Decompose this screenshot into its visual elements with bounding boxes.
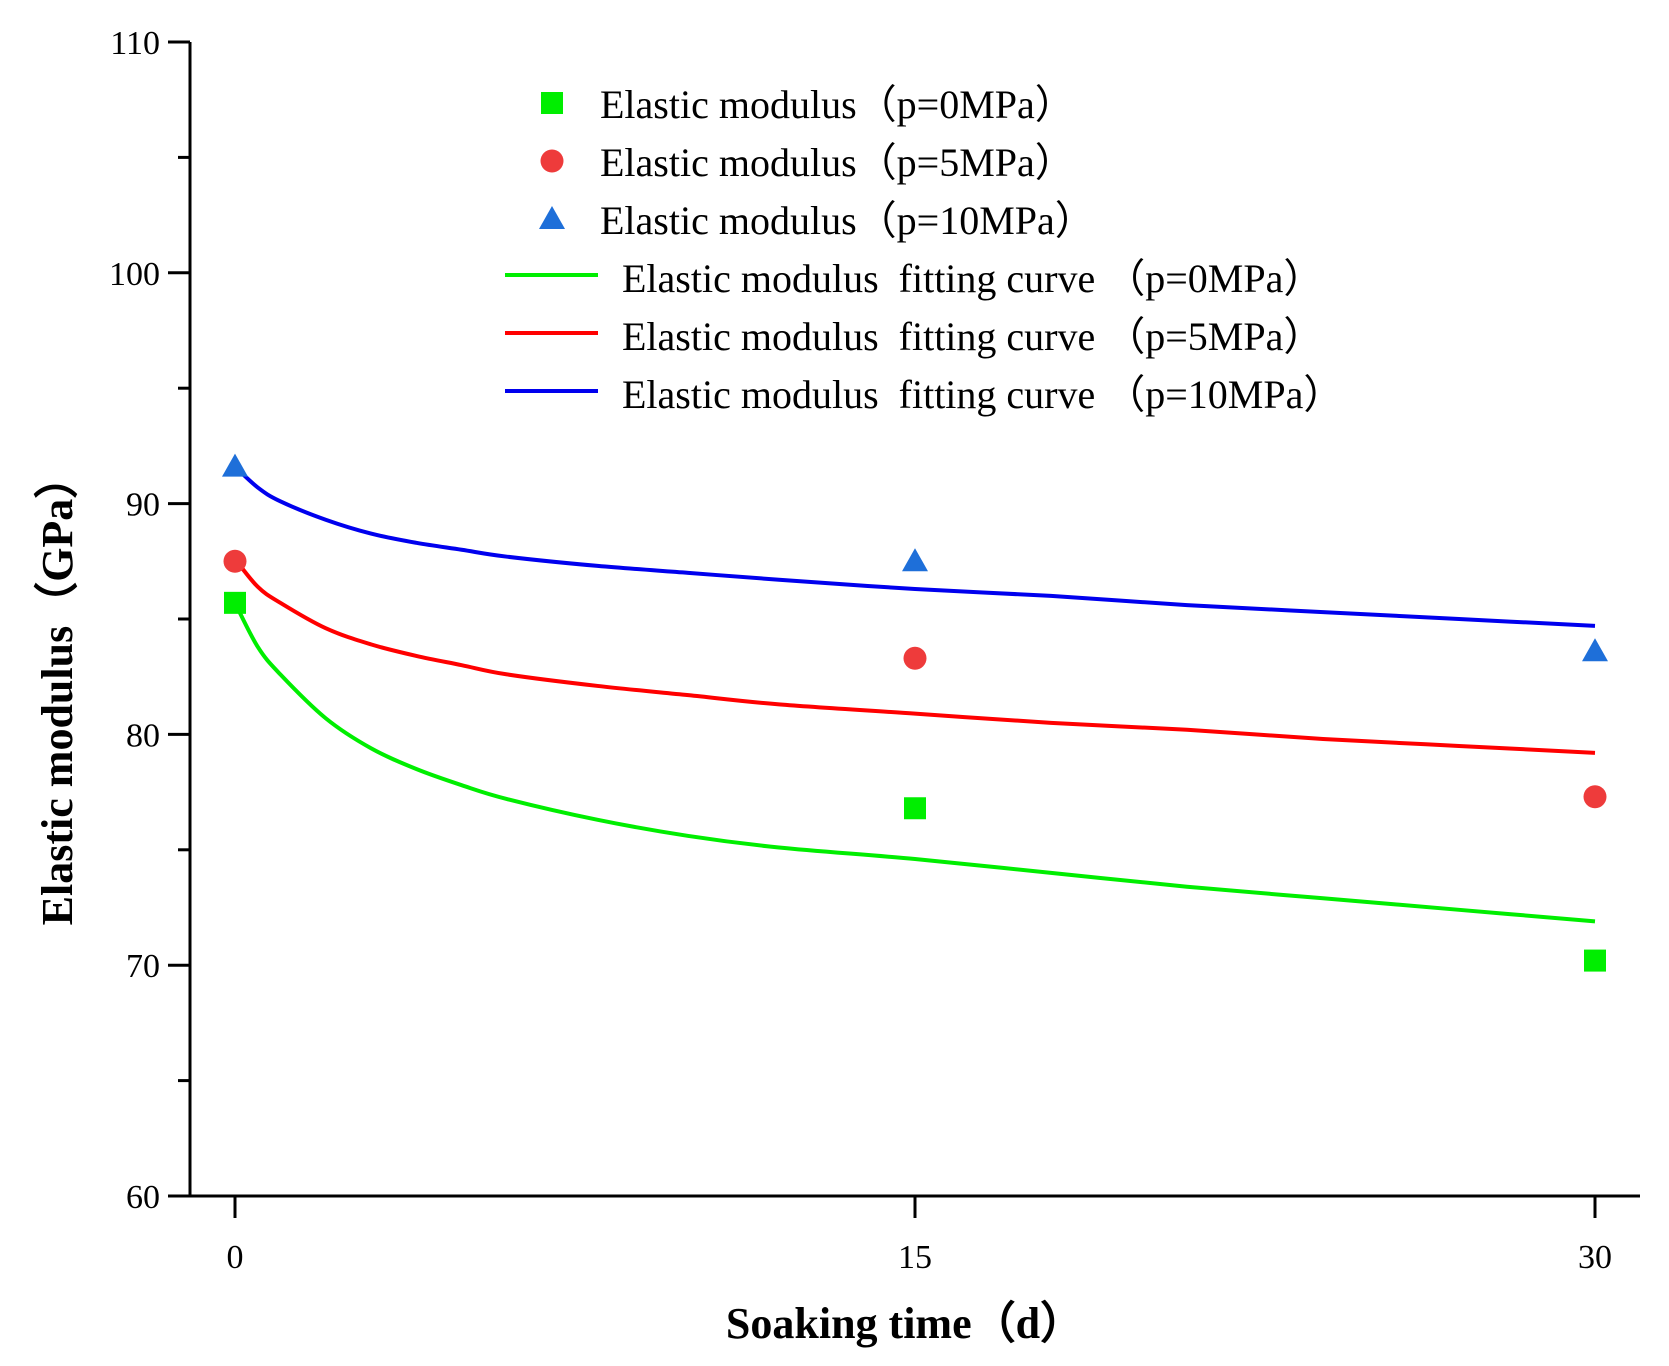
legend-label: Elastic modulus（p=0MPa） <box>600 82 1075 127</box>
data-point-square <box>224 591 246 614</box>
data-point-triangle <box>222 453 248 477</box>
y-axis-title: Elastic modulus（GPa） <box>33 455 82 926</box>
legend-label: Elastic modulus（p=10MPa） <box>600 198 1095 243</box>
data-point-circle <box>903 646 927 670</box>
legend-label: Elastic modulus（p=5MPa） <box>600 140 1075 185</box>
legend-label: Elastic modulus fitting curve （p=10MPa） <box>622 372 1343 417</box>
data-point-triangle <box>1582 638 1608 662</box>
x-tick-label: 0 <box>227 1239 244 1276</box>
axes: 60 70 80 90 100 110 0 15 30 <box>109 25 1640 1276</box>
legend-label: Elastic modulus fitting curve （p=5MPa） <box>622 314 1323 359</box>
y-tick-label: 60 <box>126 1179 160 1216</box>
fit-curve-line <box>233 465 1596 628</box>
fit-curve-line <box>233 601 1596 924</box>
legend: Elastic modulus（p=0MPa） Elastic modulus（p… <box>505 82 1343 417</box>
data-point-triangle <box>902 548 928 572</box>
y-tick-label: 70 <box>126 948 160 985</box>
data-point-square <box>904 797 926 820</box>
plot-area <box>222 453 1608 972</box>
data-point-square <box>1584 949 1606 972</box>
x-axis-title: Soaking time（d） <box>726 1299 1084 1348</box>
legend-label: Elastic modulus fitting curve （p=0MPa） <box>622 256 1323 301</box>
data-point-circle <box>223 549 247 573</box>
fit-curve-line <box>233 557 1596 755</box>
legend-symbol <box>539 206 565 229</box>
legend-symbol <box>540 149 564 173</box>
y-tick-label: 80 <box>126 717 160 754</box>
legend-symbol <box>541 92 563 114</box>
y-tick-label: 100 <box>109 256 160 293</box>
x-tick-label: 30 <box>1578 1239 1612 1276</box>
data-point-circle <box>1583 785 1607 809</box>
y-tick-label: 110 <box>110 25 160 62</box>
y-tick-label: 90 <box>126 487 160 524</box>
x-tick-label: 15 <box>898 1239 932 1276</box>
